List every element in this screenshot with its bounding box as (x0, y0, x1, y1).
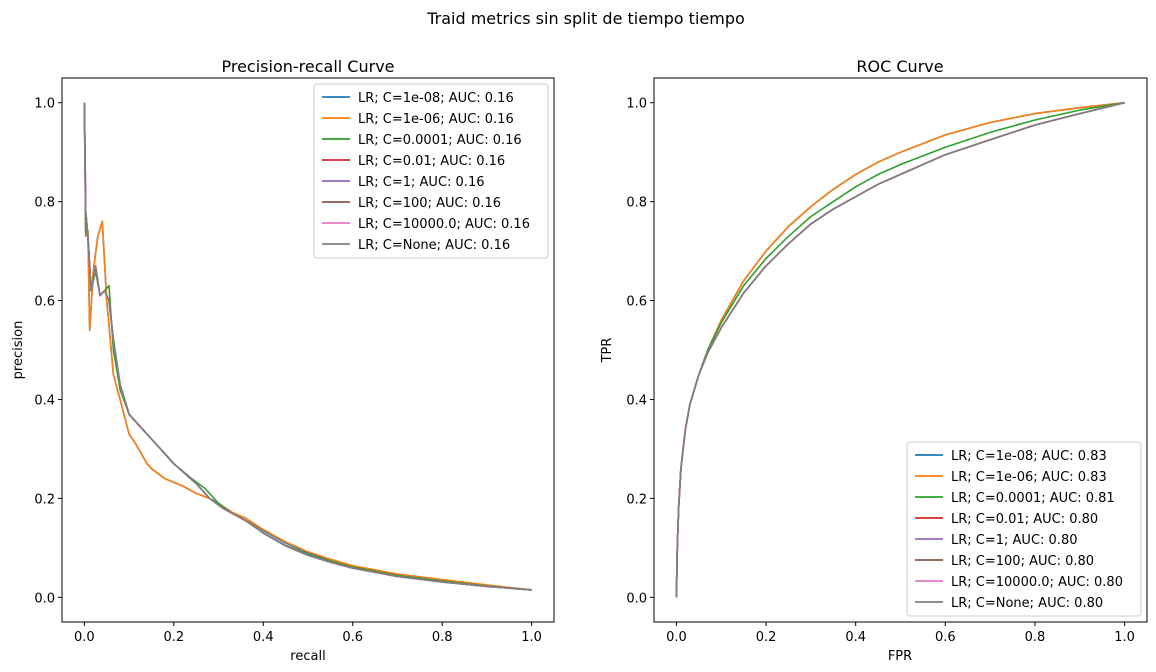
pr-legend-label: LR; C=1e-08; AUC: 0.16 (358, 91, 514, 106)
roc-x-tick-label: 0.8 (1025, 630, 1046, 645)
roc-legend-label: LR; C=10000.0; AUC: 0.80 (951, 575, 1123, 590)
pr-x-tick-label: 0.4 (253, 630, 274, 645)
pr-legend-label: LR; C=0.0001; AUC: 0.16 (358, 133, 522, 148)
roc-x-tick-label: 0.4 (845, 630, 866, 645)
roc-legend-label: LR; C=1e-06; AUC: 0.83 (951, 470, 1107, 485)
roc-legend-label: LR; C=100; AUC: 0.80 (951, 554, 1094, 569)
roc-x-tick-label: 0.2 (756, 630, 777, 645)
pr-y-tick-label: 0.4 (34, 393, 55, 408)
roc-legend-label: LR; C=0.01; AUC: 0.80 (951, 512, 1098, 527)
pr-legend-label: LR; C=1; AUC: 0.16 (358, 175, 484, 190)
pr-legend-label: LR; C=100; AUC: 0.16 (358, 196, 501, 211)
roc-x-tick-label: 0.6 (935, 630, 956, 645)
pr-x-tick-label: 1.0 (521, 630, 542, 645)
pr-y-axis-label: precision (11, 321, 26, 380)
roc-legend-label: LR; C=1; AUC: 0.80 (951, 533, 1077, 548)
pr-y-tick-label: 0.2 (34, 492, 55, 507)
pr-y-tick-label: 0.0 (34, 591, 55, 606)
roc-series-lines (675, 101, 1125, 598)
roc-y-tick-label: 1.0 (626, 97, 647, 112)
pr-legend-box (313, 83, 549, 259)
roc-y-axis-label: TPR (600, 338, 615, 364)
pr-x-tick-label: 0.8 (432, 630, 453, 645)
pr-legend: LR; C=1e-08; AUC: 0.16 LR; C=1e-06; AUC: … (313, 83, 549, 259)
pr-x-tick-label: 0.0 (74, 630, 95, 645)
roc-chart: ROC Curve FPR TPR 0.0 0.2 0.4 0.6 0.8 1.00.00… (600, 57, 1148, 664)
pr-x-tick-label: 0.6 (342, 630, 363, 645)
roc-plot-frame (653, 77, 1148, 623)
roc-y-tick-label: 0.8 (626, 196, 647, 211)
pr-y-tick-label: 0.8 (34, 196, 55, 211)
pr-x-axis-label: recall (290, 649, 325, 664)
roc-x-tick-label: 0.0 (666, 630, 687, 645)
roc-legend-label: LR; C=0.0001; AUC: 0.81 (951, 491, 1115, 506)
roc-y-tick-label: 0.6 (626, 295, 647, 310)
roc-series-line-7 (675, 101, 1125, 598)
roc-legend-box (906, 441, 1142, 617)
roc-legend: LR; C=1e-08; AUC: 0.83 LR; C=1e-06; AUC: … (906, 441, 1142, 617)
roc-x-axis-label: FPR (888, 649, 912, 664)
pr-legend-label: LR; C=10000.0; AUC: 0.16 (358, 217, 530, 232)
precision-recall-chart: Precision-recall Curve recall precision … (11, 57, 555, 664)
roc-ticks: 0.0 0.2 0.4 0.6 0.8 1.0 0.0 0.2 0.4 0.6 0.8 1.0 (626, 97, 1135, 645)
pr-legend-label: LR; C=0.01; AUC: 0.16 (358, 154, 505, 169)
roc-legend-label: LR; C=1e-08; AUC: 0.83 (951, 449, 1107, 464)
roc-legend-label: LR; C=None; AUC: 0.80 (951, 596, 1103, 611)
pr-y-tick-label: 1.0 (34, 97, 55, 112)
roc-chart-title: ROC Curve (856, 57, 943, 76)
pr-chart-title: Precision-recall Curve (221, 57, 394, 76)
roc-y-tick-label: 0.0 (626, 591, 647, 606)
figure-suptitle: Traid metrics sin split de tiempo tiempo (426, 9, 745, 28)
pr-series-line-1 (83, 102, 532, 591)
pr-series-line-7 (83, 102, 532, 591)
pr-legend-label: LR; C=1e-06; AUC: 0.16 (358, 112, 514, 127)
pr-y-tick-label: 0.6 (34, 295, 55, 310)
pr-legend-label: LR; C=None; AUC: 0.16 (358, 238, 510, 253)
pr-series-lines (83, 102, 532, 591)
roc-y-tick-label: 0.2 (626, 492, 647, 507)
pr-x-tick-label: 0.2 (163, 630, 184, 645)
pr-plot-frame (61, 77, 555, 623)
roc-x-tick-label: 1.0 (1114, 630, 1135, 645)
roc-y-tick-label: 0.4 (626, 393, 647, 408)
pr-ticks: 0.0 0.2 0.4 0.6 0.8 1.0 0.0 0.2 0.4 0.6 0.8 1.0 (34, 97, 542, 645)
